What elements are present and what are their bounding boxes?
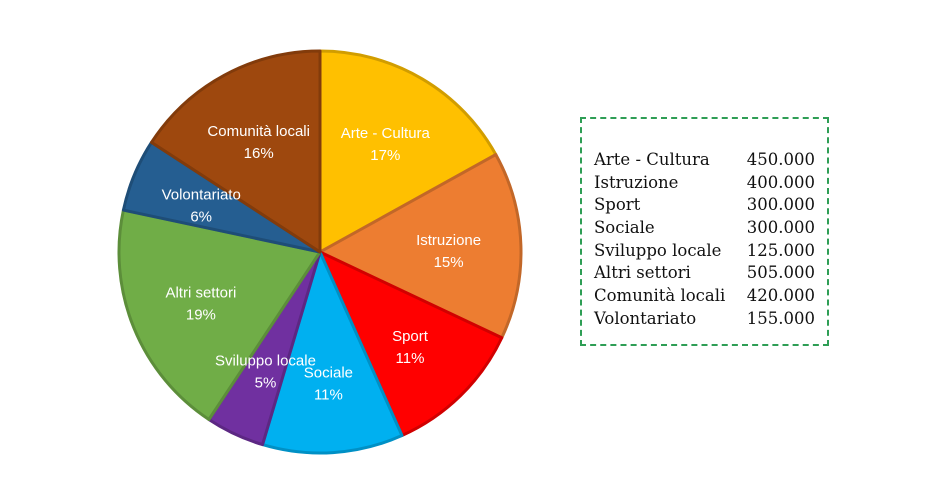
slice-percent-label: 16% xyxy=(244,145,274,162)
slice-label: Comunità locali xyxy=(207,123,310,140)
data-table: Arte - Cultura 450.000 Istruzione 400.00… xyxy=(594,150,815,332)
data-table-label: Volontariato xyxy=(594,308,697,328)
data-table-value: 300.000 xyxy=(746,195,815,215)
pie-slice xyxy=(318,49,498,254)
data-table-row: Comunità locali 420.000 xyxy=(594,286,815,309)
data-table-value: 125.000 xyxy=(746,240,815,260)
pie-slice xyxy=(318,153,523,340)
data-table-row: Istruzione 400.000 xyxy=(594,173,815,196)
slice-percent-label: 6% xyxy=(190,209,212,226)
slice-label: Volontariato xyxy=(162,187,241,204)
slice-percent-label: 11% xyxy=(396,350,425,367)
data-table-value: 450.000 xyxy=(746,150,815,169)
data-table-label: Comunità locali xyxy=(594,286,726,306)
data-table-label: Sviluppo locale xyxy=(594,240,722,260)
data-table-label: Arte - Cultura xyxy=(594,150,710,169)
data-table-row: Volontariato 155.000 xyxy=(594,309,815,332)
slice-percent-label: 15% xyxy=(434,254,464,271)
slice-label: Sport xyxy=(392,328,429,345)
data-table-box: Arte - Cultura 450.000 Istruzione 400.00… xyxy=(580,117,829,346)
data-table-label: Sport xyxy=(594,195,641,215)
slice-percent-label: 5% xyxy=(255,375,277,392)
slice-label: Arte - Cultura xyxy=(341,125,431,142)
data-table-row: Sociale 300.000 xyxy=(594,218,815,241)
pie-slices xyxy=(117,49,523,455)
data-table-value: 400.000 xyxy=(746,172,815,192)
data-table-value: 420.000 xyxy=(746,286,815,306)
data-table-row: Altri settori 505.000 xyxy=(594,263,815,286)
slice-label: Sviluppo locale xyxy=(215,353,316,370)
pie-slice xyxy=(261,250,404,455)
slice-label: Altri settori xyxy=(165,285,236,302)
data-table-label: Sociale xyxy=(594,218,655,238)
data-table-row: Arte - Cultura 450.000 xyxy=(594,150,815,173)
data-table-row: Sviluppo locale 125.000 xyxy=(594,241,815,264)
slice-label: Sociale xyxy=(304,364,353,381)
data-table-label: Altri settori xyxy=(594,263,691,283)
slice-percent-label: 17% xyxy=(370,147,400,164)
pie-slice xyxy=(150,49,322,254)
slice-percent-label: 19% xyxy=(186,307,216,324)
data-table-label: Istruzione xyxy=(594,172,679,192)
pie-slice xyxy=(318,250,504,438)
data-table-value: 505.000 xyxy=(746,263,815,283)
pie-labels: Arte - Cultura 17% Istruzione 15% Sport 11% So… xyxy=(162,123,482,404)
data-table-row: Sport 300.000 xyxy=(594,195,815,218)
pie-slice xyxy=(117,208,322,421)
slice-percent-label: 11% xyxy=(314,386,343,403)
data-table-value: 300.000 xyxy=(746,218,815,238)
slice-label: Istruzione xyxy=(416,232,481,249)
data-table-value: 155.000 xyxy=(746,308,815,328)
